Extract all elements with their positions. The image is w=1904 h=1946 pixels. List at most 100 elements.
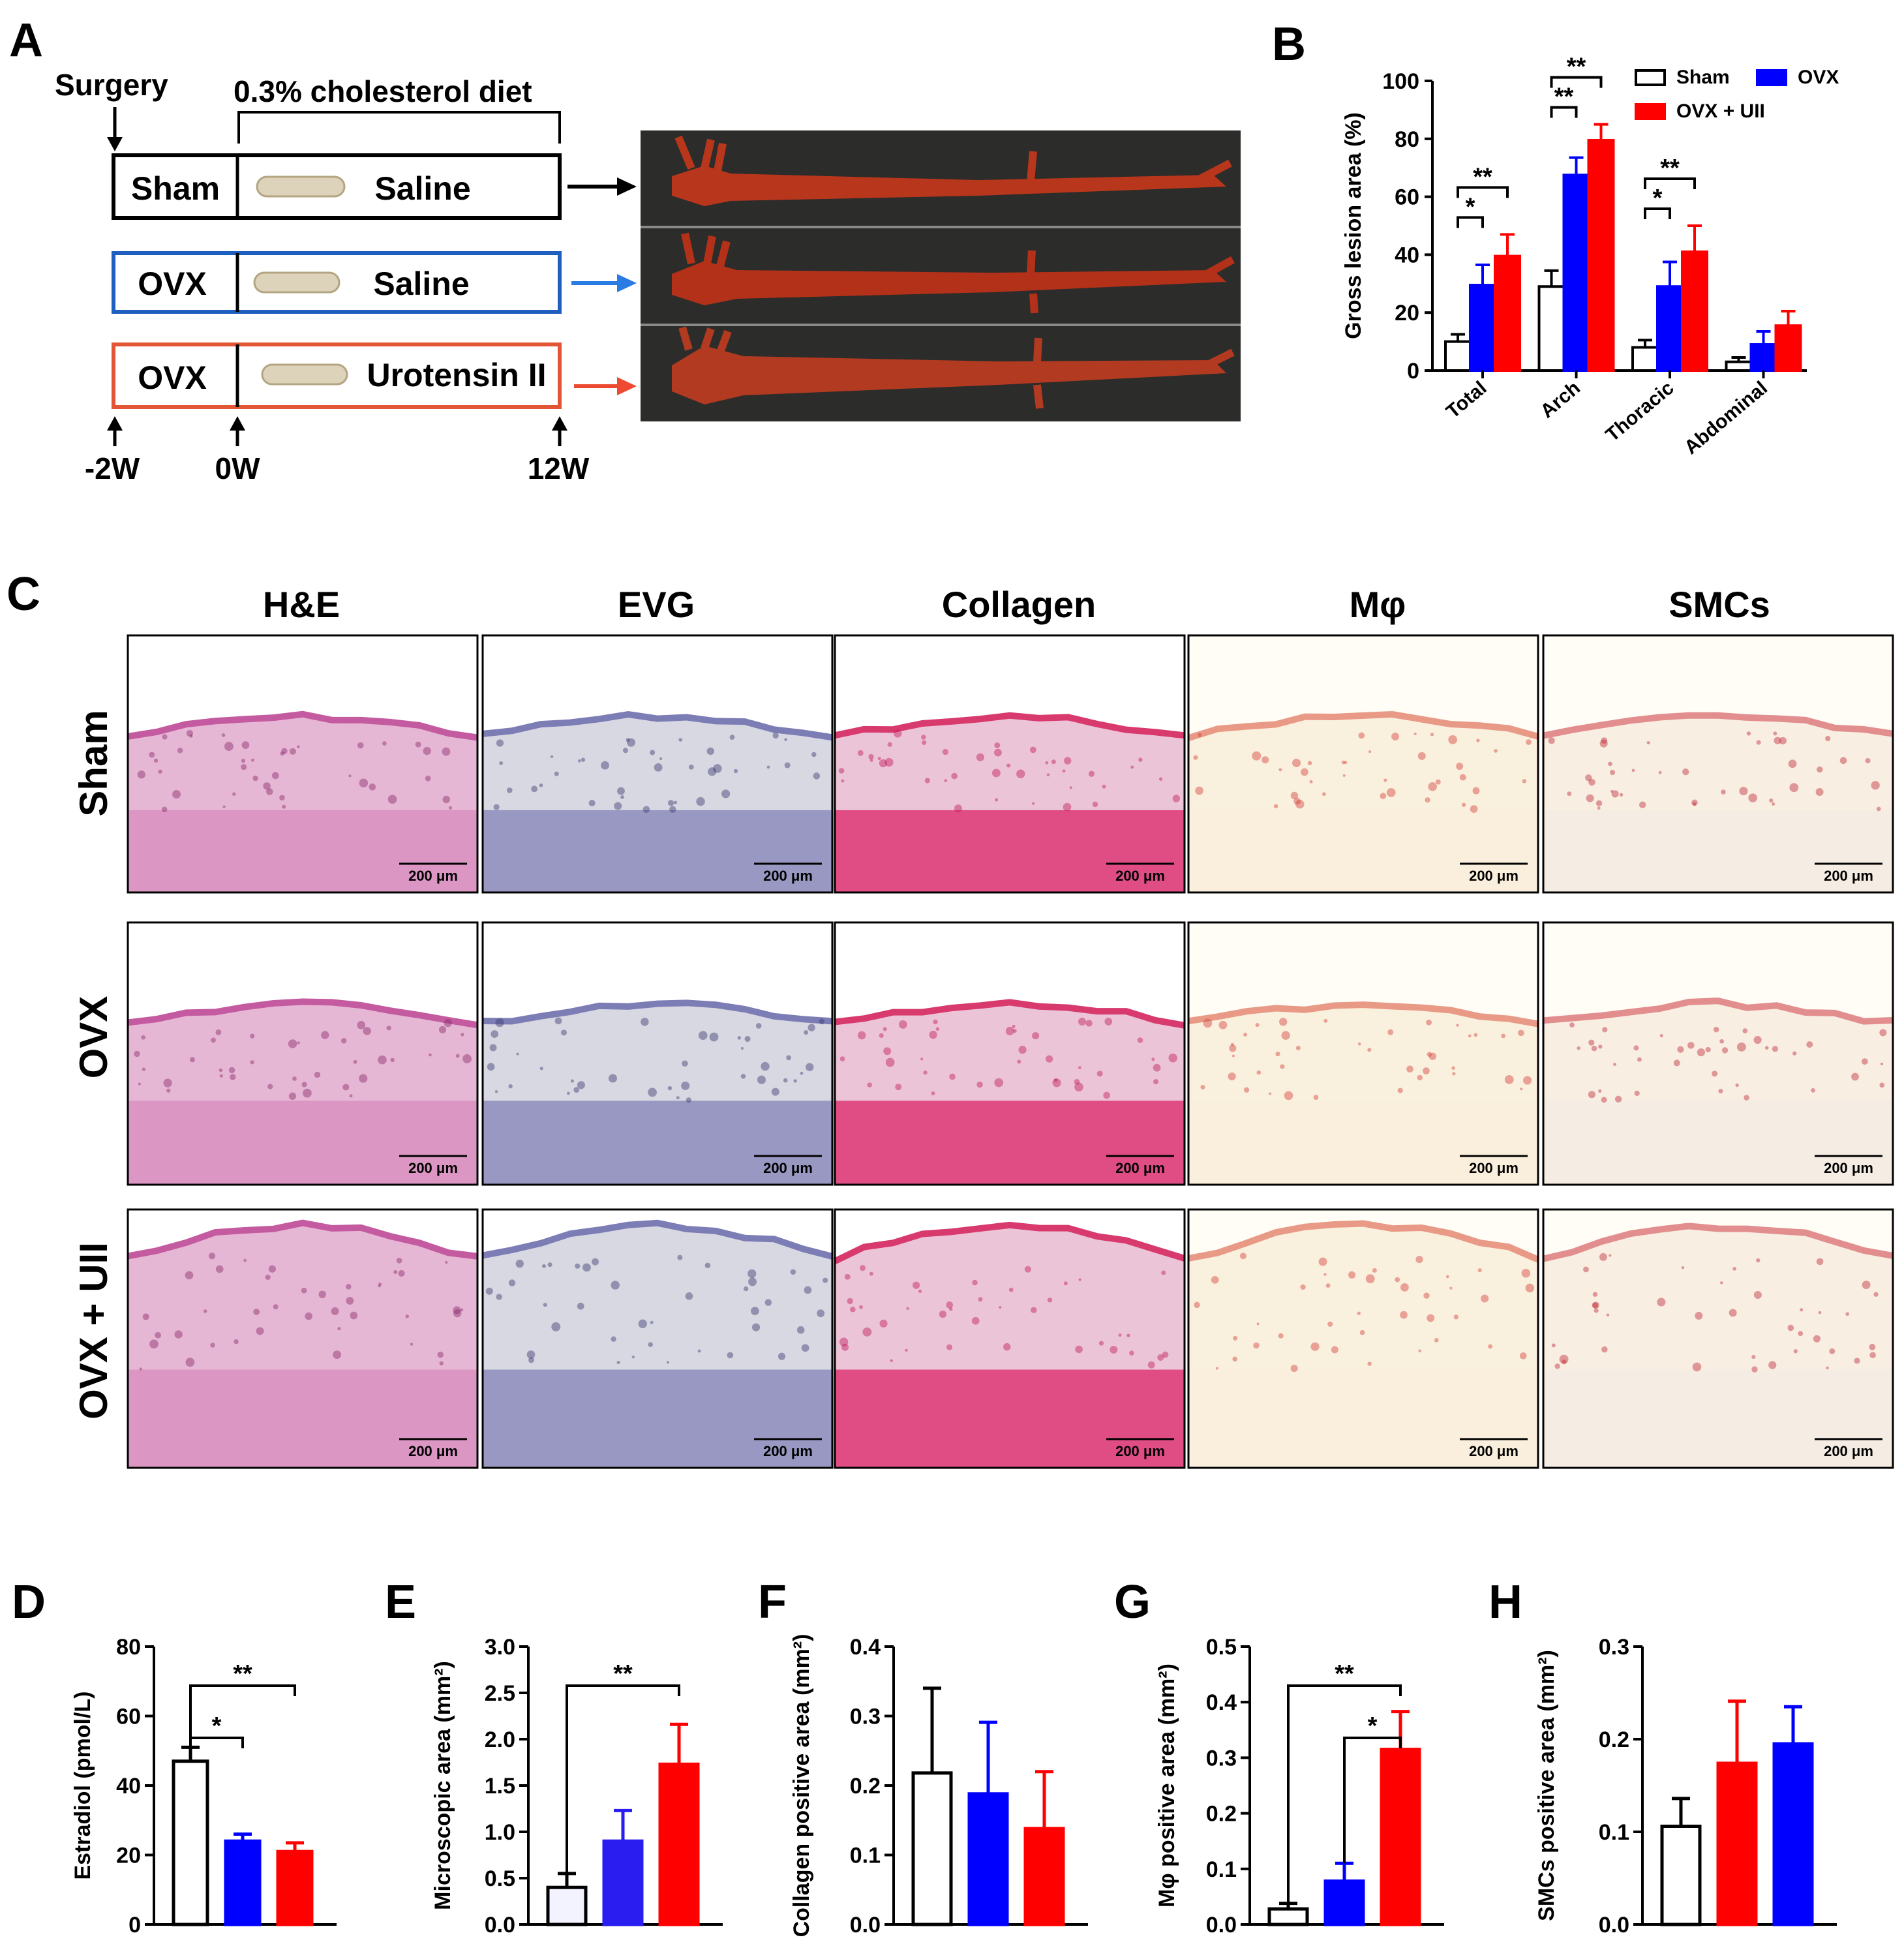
histology-cell [1606,1313,1610,1316]
histology-cell [1088,770,1095,777]
significance-bracket [189,1684,296,1748]
y-tick-label: 60 [1395,185,1419,210]
histology-frame [481,921,834,1186]
bar-sham [911,1771,953,1926]
histology-cell [706,747,715,755]
scale-bar-label: 200 μm [1115,1443,1165,1459]
y-tick-label: 3.0 [485,1635,515,1660]
histology-cell [783,1078,788,1083]
histology-cell [211,1037,216,1043]
histology-cell [666,1361,669,1364]
histology-cell [972,1279,978,1286]
histology-cell [1130,765,1134,769]
histology-cell [1005,1027,1014,1035]
histology-frame [127,921,479,1186]
histology-cell [1718,1089,1723,1094]
histology-cell [648,1342,653,1347]
y-tick-label: 0.5 [485,1866,515,1891]
histology-cell [883,1027,887,1031]
bar-arch-sham [1537,285,1565,372]
histology-cell [1102,784,1106,789]
histology-image-ovx-uii-evg: 200 μm [481,1208,834,1469]
histology-cell [617,787,625,795]
histology-cell [203,1309,207,1313]
histology-cell [386,1026,391,1031]
timeline-label: -2W [85,451,140,485]
histology-cell [1748,793,1757,802]
histology-cell [570,1079,574,1083]
chart-e: 0.0 0.5 1.0 1.5 2.0 2.5 3.0 Microscopic area (m… [431,1635,723,1938]
histology-frame [127,1208,479,1469]
histology-cell [1357,1311,1361,1315]
histology-cell [946,1301,954,1309]
histology-cell [333,1350,342,1359]
x-tick-label: Thoracic [1601,377,1678,446]
histology-cell [1601,1346,1608,1353]
histology-cell [1588,778,1595,786]
histology-cell [297,1041,300,1044]
y-tick-label: 2.0 [485,1727,515,1752]
histology-cell [1756,1258,1760,1263]
histology-cell [453,1306,461,1315]
histology-cell [869,759,873,762]
histology-cell [1879,1029,1887,1037]
histology-cell [1682,768,1689,776]
histology-cell [1806,1041,1813,1048]
histology-cell [221,733,226,737]
histology-cell [1601,1097,1607,1103]
histology-cell [650,750,656,755]
histology-cell [793,1079,797,1083]
histology-cell [359,778,369,788]
histology-cell [1851,1072,1859,1081]
histology-cell [1470,805,1478,813]
histology-cell [1368,750,1372,753]
schematic-treatment-sham: Saline [374,170,470,207]
histology-cell [1425,797,1430,803]
histology-cell [1721,1047,1729,1054]
histology-cell [281,748,288,755]
histology-cell [1256,1070,1262,1075]
histology-cell [1871,781,1880,790]
bar-ovx [224,1839,262,1926]
histology-cell [1659,1034,1663,1038]
histology-cell [378,1285,381,1288]
histology-cell [1610,789,1614,793]
histology-cell [369,783,376,791]
histology-cell [1695,1311,1703,1320]
histology-lumen-edge [834,712,1185,739]
histology-cell [539,1067,543,1071]
schematic-treatment-ovx-uii: Urotensin II [367,357,546,393]
histology-cell [266,788,273,795]
bar-abdominal-sham [1725,360,1753,372]
histology-cell [1815,788,1824,797]
histology-lumen-edge [127,710,478,741]
significance-label: ** [1567,53,1586,81]
histology-cell [560,1029,567,1036]
histology-cell [1729,1309,1737,1317]
histology-frame [1542,634,1894,894]
histology-cell [1031,1307,1037,1313]
histology-cell [378,1283,382,1286]
histology-cell [1281,1031,1290,1040]
histology-cell [804,1286,812,1294]
histology-cell [1313,1095,1319,1100]
histology-cell [1391,733,1399,741]
histology-cell [526,1350,536,1359]
histology-cell [884,757,894,767]
histology-cell [1477,1268,1482,1273]
y-axis-label: Microscopic area (mm²) [431,1661,455,1910]
histology-cell [1862,1281,1871,1290]
histology-cell [1609,770,1616,776]
histology-image-ovx-uii-macrophage: 200 μm [1187,1208,1539,1469]
histology-cell [721,789,731,798]
panel-label-f: F [758,1576,787,1628]
histology-image-ovx-smcs: 200 μm [1542,921,1894,1186]
histology-cell [1873,1292,1879,1297]
histology-cell [1456,763,1464,770]
histology-cell [1633,1045,1639,1051]
significance-bracket [566,1684,680,1874]
histology-cell [141,1035,146,1040]
histology-cell [219,1074,223,1078]
histology-media-layer [1188,1369,1538,1468]
